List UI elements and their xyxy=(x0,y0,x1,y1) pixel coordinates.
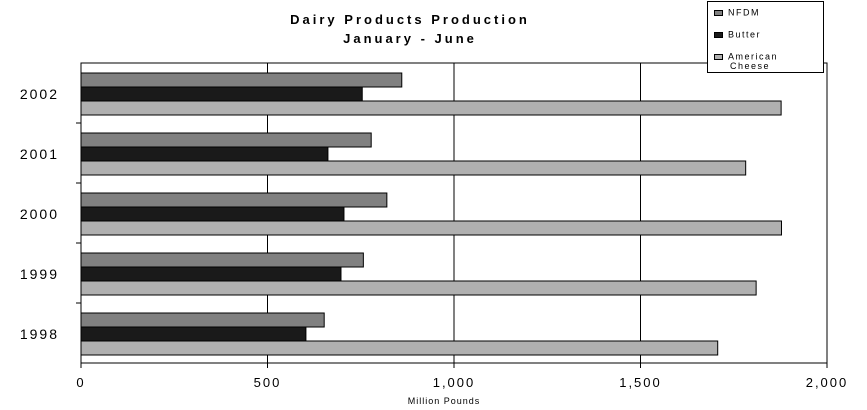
y-category-label: 1998 xyxy=(20,326,59,342)
y-category-label: 2000 xyxy=(20,206,59,222)
bar-american-cheese xyxy=(80,160,747,176)
y-category-label: 1999 xyxy=(20,266,59,282)
x-tick-label: 1,000 xyxy=(433,375,476,390)
x-tick-label: 2,000 xyxy=(806,375,849,390)
bar-butter xyxy=(80,326,307,342)
legend-label-butter: Butter xyxy=(728,29,762,40)
bar-nfdm xyxy=(80,312,325,328)
x-axis-title: Million Pounds xyxy=(408,396,481,406)
legend-item-nfdm: NFDM xyxy=(714,7,760,18)
chart-subtitle: January - June xyxy=(343,31,477,46)
bar-nfdm xyxy=(80,72,403,88)
chart-title: Dairy Products Production xyxy=(290,12,530,27)
legend-item-american-cheese: American Cheese xyxy=(714,51,778,71)
legend-item-butter: Butter xyxy=(714,29,761,40)
bar-american-cheese xyxy=(80,340,719,356)
legend-label-nfdm: NFDM xyxy=(728,7,760,18)
legend-label-american-cheese-line1: American xyxy=(728,51,779,62)
legend-swatch-nfdm xyxy=(714,9,723,16)
legend-label-american-cheese-line2: Cheese xyxy=(730,60,771,71)
x-tick-label: 0 xyxy=(76,375,85,390)
x-tick-label: 1,500 xyxy=(619,375,662,390)
bar-butter xyxy=(80,266,342,282)
bar-american-cheese xyxy=(80,220,782,236)
bar-butter xyxy=(80,86,363,102)
bar-nfdm xyxy=(80,252,364,268)
legend-swatch-american-cheese xyxy=(714,53,723,60)
bar-butter xyxy=(80,146,329,162)
bar-nfdm xyxy=(80,192,388,208)
bar-american-cheese xyxy=(80,100,782,116)
y-category-label: 2002 xyxy=(20,86,59,102)
bar-nfdm xyxy=(80,132,372,148)
y-category-label: 2001 xyxy=(20,146,59,162)
bar-butter xyxy=(80,206,345,222)
bar-american-cheese xyxy=(80,280,757,296)
legend-swatch-butter xyxy=(714,31,723,38)
legend: NFDM Butter American Cheese xyxy=(707,1,824,73)
x-tick-label: 500 xyxy=(254,375,282,390)
